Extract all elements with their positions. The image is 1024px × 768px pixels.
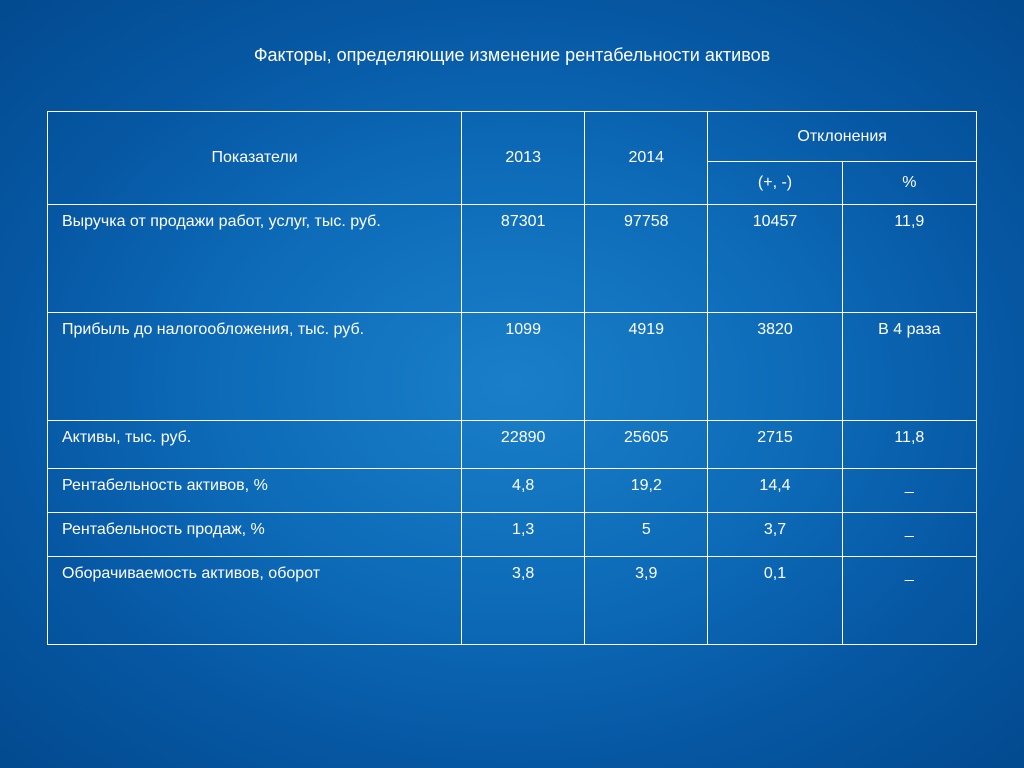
header-year1: 2013 — [462, 112, 585, 205]
cell-year2: 5 — [585, 513, 708, 557]
slide-title: Факторы, определяющие изменение рентабел… — [45, 45, 979, 66]
header-deviations: Отклонения — [708, 112, 977, 162]
cell-indicator: Активы, тыс. руб. — [48, 421, 462, 469]
header-dev-abs: (+, -) — [708, 162, 842, 205]
cell-dev-abs: 10457 — [708, 205, 842, 313]
cell-dev-pct: 11,8 — [842, 421, 976, 469]
table-row: Выручка от продажи работ, услуг, тыс. ру… — [48, 205, 977, 313]
table-container: Показатели 2013 2014 Отклонения (+, -) %… — [47, 111, 977, 645]
cell-dev-abs: 3820 — [708, 313, 842, 421]
cell-indicator: Рентабельность активов, % — [48, 469, 462, 513]
cell-dev-pct: 11,9 — [842, 205, 976, 313]
header-indicator: Показатели — [48, 112, 462, 205]
cell-indicator: Выручка от продажи работ, услуг, тыс. ру… — [48, 205, 462, 313]
cell-year2: 97758 — [585, 205, 708, 313]
cell-year2: 4919 — [585, 313, 708, 421]
table-row: Активы, тыс. руб.2289025605271511,8 — [48, 421, 977, 469]
cell-dev-pct: _ — [842, 557, 976, 645]
table-row: Рентабельность активов, %4,819,214,4_ — [48, 469, 977, 513]
cell-indicator: Оборачиваемость активов, оборот — [48, 557, 462, 645]
cell-year1: 87301 — [462, 205, 585, 313]
factors-table: Показатели 2013 2014 Отклонения (+, -) %… — [47, 111, 977, 645]
cell-indicator: Прибыль до налогообложения, тыс. руб. — [48, 313, 462, 421]
slide-container: Факторы, определяющие изменение рентабел… — [0, 0, 1024, 768]
cell-dev-pct: В 4 раза — [842, 313, 976, 421]
header-row-1: Показатели 2013 2014 Отклонения — [48, 112, 977, 162]
cell-dev-pct: _ — [842, 469, 976, 513]
header-year2: 2014 — [585, 112, 708, 205]
cell-dev-abs: 2715 — [708, 421, 842, 469]
cell-year1: 3,8 — [462, 557, 585, 645]
cell-dev-abs: 14,4 — [708, 469, 842, 513]
cell-year2: 19,2 — [585, 469, 708, 513]
header-dev-pct: % — [842, 162, 976, 205]
cell-indicator: Рентабельность продаж, % — [48, 513, 462, 557]
cell-year2: 3,9 — [585, 557, 708, 645]
table-body: Выручка от продажи работ, услуг, тыс. ру… — [48, 205, 977, 645]
cell-dev-abs: 0,1 — [708, 557, 842, 645]
cell-year1: 22890 — [462, 421, 585, 469]
cell-year1: 1,3 — [462, 513, 585, 557]
cell-dev-abs: 3,7 — [708, 513, 842, 557]
cell-dev-pct: _ — [842, 513, 976, 557]
cell-year2: 25605 — [585, 421, 708, 469]
table-row: Прибыль до налогообложения, тыс. руб.109… — [48, 313, 977, 421]
cell-year1: 1099 — [462, 313, 585, 421]
table-row: Рентабельность продаж, %1,353,7_ — [48, 513, 977, 557]
table-header: Показатели 2013 2014 Отклонения (+, -) % — [48, 112, 977, 205]
cell-year1: 4,8 — [462, 469, 585, 513]
table-row: Оборачиваемость активов, оборот3,83,90,1… — [48, 557, 977, 645]
